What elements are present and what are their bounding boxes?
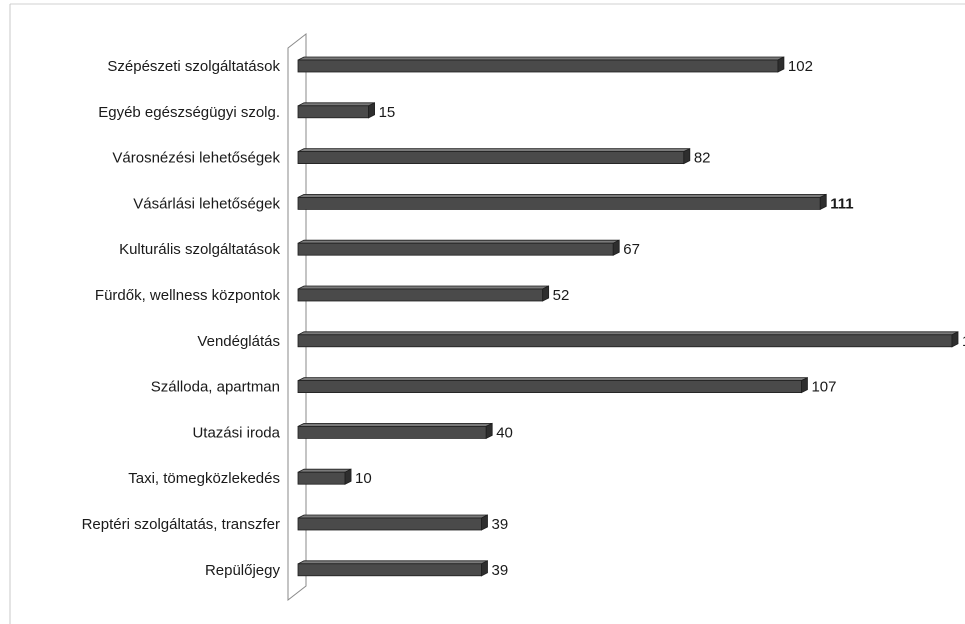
- value-label: 139: [962, 333, 965, 350]
- bar-top-face: [297, 560, 488, 565]
- bar-front-face: [297, 563, 482, 577]
- category-label: Szépészeti szolgáltatások: [107, 58, 280, 75]
- bar-top-face: [297, 377, 808, 382]
- bar-top-face: [297, 239, 620, 244]
- value-label: 102: [788, 58, 813, 75]
- bar-end-face: [612, 239, 620, 256]
- bar-front-face: [297, 425, 487, 439]
- bar-front-face: [297, 334, 953, 348]
- value-label: 10: [355, 470, 372, 487]
- bar: [297, 468, 352, 485]
- value-labels: 102 15 82 111 67 52 139 107 40 10 39 39: [355, 58, 965, 579]
- category-label: Utazási iroda: [192, 424, 280, 441]
- bar-top-face: [297, 102, 375, 107]
- bar-top-face: [297, 148, 690, 153]
- category-label: Szálloda, apartman: [151, 379, 280, 396]
- bar-top-face: [297, 514, 488, 519]
- bar-front-face: [297, 151, 685, 165]
- category-label: Kulturális szolgáltatások: [119, 241, 280, 258]
- bar-end-face: [819, 193, 827, 211]
- category-label: Fürdők, wellness központok: [95, 287, 281, 304]
- bar-end-face: [542, 285, 550, 302]
- bar-top-face: [297, 193, 827, 198]
- bars: [297, 56, 959, 577]
- bar: [297, 285, 550, 302]
- bar: [297, 193, 827, 211]
- category-label: Reptéri szolgáltatás, transzfer: [82, 516, 280, 533]
- bar-front-face: [297, 288, 544, 302]
- bar-front-face: [297, 196, 821, 210]
- bar: [297, 422, 493, 440]
- category-label: Repülőjegy: [205, 562, 281, 579]
- value-label: 40: [496, 424, 513, 441]
- bar: [297, 147, 691, 165]
- value-label: 82: [694, 150, 711, 167]
- bar: [297, 102, 375, 119]
- value-label: 15: [379, 104, 396, 121]
- bar-front-face: [297, 242, 614, 256]
- bar-top-face: [297, 422, 493, 427]
- value-label: 39: [491, 516, 508, 533]
- category-label: Vásárlási lehetőségek: [133, 195, 280, 212]
- value-label: 107: [811, 379, 836, 396]
- y-axis-wall: [287, 32, 307, 602]
- bar-top-face: [297, 285, 549, 290]
- bar-end-face: [481, 560, 488, 577]
- bar-end-face: [683, 147, 691, 165]
- value-label: 39: [491, 562, 508, 579]
- bar-end-face: [951, 331, 959, 348]
- bar: [297, 376, 808, 394]
- bar: [297, 560, 488, 577]
- value-label: 111: [830, 195, 853, 212]
- bar: [297, 514, 488, 531]
- category-label: Taxi, tömegközlekedés: [128, 470, 280, 487]
- bar-top-face: [297, 331, 959, 336]
- bar-end-face: [368, 102, 375, 119]
- bar-end-face: [801, 376, 808, 394]
- bar-top-face: [297, 468, 352, 473]
- bar: [297, 331, 959, 348]
- bar-front-face: [297, 380, 802, 394]
- value-label: 67: [623, 241, 640, 258]
- category-label: Vendéglátás: [197, 333, 280, 350]
- bar-top-face: [297, 56, 785, 61]
- value-label: 52: [553, 287, 570, 304]
- category-label: Városnézési lehetőségek: [112, 150, 280, 167]
- category-labels: Szépészeti szolgáltatások Egyéb egészségü…: [82, 58, 281, 579]
- bar-end-face: [777, 56, 785, 73]
- bar-front-face: [297, 59, 779, 73]
- bar-end-face: [481, 514, 488, 531]
- bar-end-face: [485, 422, 493, 440]
- category-label: Egyéb egészségügyi szolg.: [98, 104, 280, 121]
- bar-front-face: [297, 517, 482, 531]
- bar-front-face: [297, 471, 346, 485]
- bar-end-face: [344, 468, 352, 485]
- bar-front-face: [297, 105, 369, 119]
- bar: [297, 239, 620, 256]
- bar: [297, 56, 785, 73]
